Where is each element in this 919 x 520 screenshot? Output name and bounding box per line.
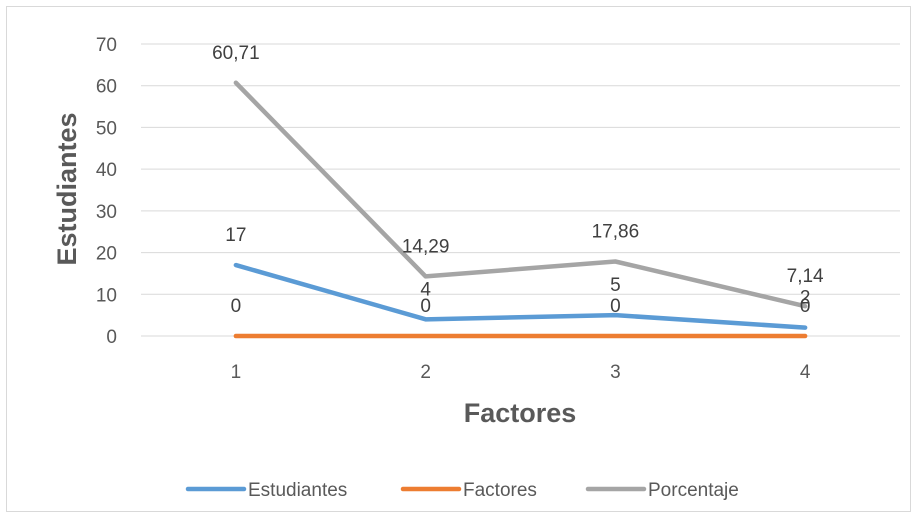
x-tick-label: 1 [231, 362, 242, 383]
y-tick-label: 20 [96, 244, 117, 265]
series-lines [233, 80, 808, 339]
x-tick-labels: 1 2 3 4 [231, 362, 811, 383]
data-label-porcentaje: 60,71 [212, 43, 260, 64]
legend-label-factores: Factores [463, 480, 537, 501]
y-tick-label: 60 [96, 77, 117, 98]
data-label-factores: 0 [420, 296, 431, 317]
y-tick-label: 70 [96, 35, 117, 56]
x-tick-label: 4 [800, 362, 811, 383]
y-tick-label: 0 [106, 327, 117, 348]
legend-label-estudiantes: Estudiantes [248, 480, 347, 501]
y-tick-label: 40 [96, 160, 117, 181]
data-label-factores: 0 [610, 296, 621, 317]
data-label-factores: 0 [800, 296, 811, 317]
legend: Estudiantes Factores Porcentaje [185, 480, 739, 501]
x-axis-title: Factores [464, 398, 577, 428]
data-label-porcentaje: 17,86 [592, 221, 640, 242]
gridlines [141, 43, 900, 337]
y-tick-labels: 0 10 20 30 40 50 60 70 [96, 35, 117, 348]
y-axis-title: Estudiantes [52, 112, 82, 265]
data-label-porcentaje: 14,29 [402, 236, 450, 257]
data-label-estudiantes: 2 [800, 288, 811, 309]
data-label-porcentaje: 7,14 [787, 266, 824, 287]
series-line-porcentaje [233, 80, 808, 309]
x-tick-label: 2 [420, 362, 431, 383]
legend-label-porcentaje: Porcentaje [648, 480, 739, 501]
chart-frame [6, 6, 911, 512]
data-label-estudiantes: 5 [610, 275, 621, 296]
data-label-estudiantes: 4 [420, 279, 431, 300]
y-tick-label: 50 [96, 118, 117, 139]
y-tick-label: 30 [96, 202, 117, 223]
data-label-estudiantes: 17 [225, 225, 246, 246]
x-tick-label: 3 [610, 362, 621, 383]
y-tick-label: 10 [96, 285, 117, 306]
series-line-estudiantes [233, 262, 808, 330]
data-label-factores: 0 [231, 296, 242, 317]
